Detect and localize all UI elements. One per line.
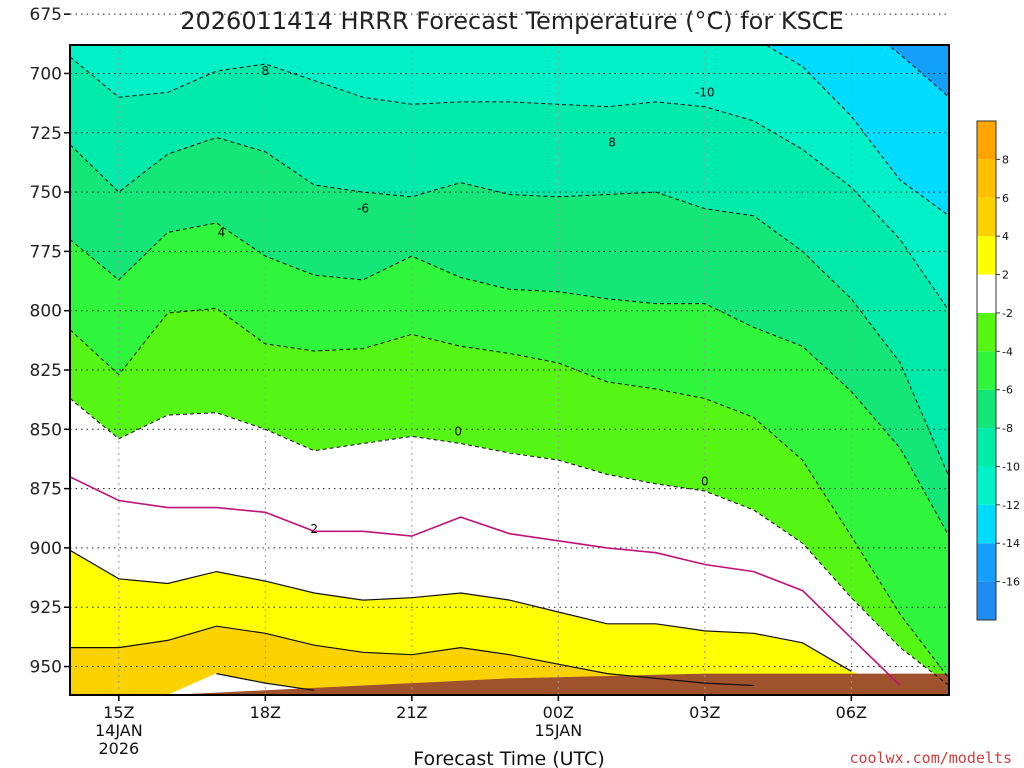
- contour-label-0: 8: [262, 64, 270, 78]
- contour-label-7: 2: [310, 522, 318, 536]
- contour-label-1: -10: [695, 85, 715, 99]
- colorbar-label--2: -2: [1002, 307, 1013, 320]
- colorbar-label-4: 4: [1002, 230, 1009, 243]
- colorbar-segment-5: [977, 389, 996, 429]
- temperature-fill-regions: [70, 45, 949, 695]
- contour-labels: 8 -10 8 -6 4 0 0 2: [218, 64, 715, 536]
- colorbar-label--8: -8: [1002, 422, 1013, 435]
- contour-label-4: 4: [218, 225, 226, 239]
- y-tick-label-750: 750: [30, 183, 62, 203]
- chart-title: 2026011414 HRRR Forecast Temperature (°C…: [180, 7, 844, 35]
- colorbar-label-2: 2: [1002, 269, 1009, 282]
- x-tick-label-21Z: 21Z: [396, 703, 427, 722]
- contour-label-2: 8: [608, 135, 616, 149]
- y-tick-label-850: 850: [30, 420, 62, 440]
- isotherm-0: [70, 476, 901, 687]
- y-tick-label-925: 925: [30, 598, 62, 618]
- isotherm-2: [70, 549, 852, 672]
- x-axis-label: Forecast Time (UTC): [413, 748, 604, 768]
- colorbar-segment-3: [977, 466, 996, 505]
- isotherm--4: [70, 307, 949, 679]
- isotherm--8: [70, 136, 949, 477]
- x-tick-label-18Z: 18Z: [250, 703, 281, 722]
- isotherm--6: [70, 222, 949, 537]
- colorbar-segment-8: [977, 274, 996, 313]
- temperature-band--14_-12: [765, 45, 949, 217]
- colorbar-label-6: 6: [1002, 192, 1009, 205]
- isotherm--14: [887, 45, 949, 98]
- y-axis-ticks: 675 700 725 750 775 800 825 850 875 900 925 950: [30, 5, 70, 678]
- isotherm-lines: [70, 0, 949, 691]
- y-tick-label-775: 775: [30, 242, 62, 262]
- isotherm--16: [900, 0, 949, 14]
- y-tick-label-725: 725: [30, 124, 62, 144]
- y-tick-label-825: 825: [30, 361, 62, 381]
- y-tick-label-900: 900: [30, 539, 62, 559]
- y-tick-label-800: 800: [30, 302, 62, 322]
- x-tick-sublabel-15JAN: 15JAN: [534, 721, 582, 740]
- contour-label-3: -6: [357, 202, 369, 216]
- colorbar-segment-2: [977, 504, 996, 544]
- colorbar-segment-9: [977, 236, 996, 275]
- terrain-area: [70, 673, 949, 695]
- isotherm--2: [70, 398, 949, 686]
- colorbar-segment-11: [977, 159, 996, 198]
- colorbar-segment-10: [977, 197, 996, 237]
- colorbar: -16 -14 -12 -10 -8 -6 -4 -2 2 4 6 8: [976, 120, 1020, 621]
- y-tick-label-675: 675: [30, 5, 62, 25]
- x-tick-label-00Z: 00Z: [543, 703, 574, 722]
- colorbar-segment-12: [977, 121, 996, 160]
- isotherm--10: [70, 56, 949, 311]
- contour-label-5: 0: [454, 425, 462, 439]
- colorbar-segment-6: [977, 351, 996, 390]
- x-tick-label-15Z: 15Z: [103, 703, 134, 722]
- colorbar-label-8: 8: [1002, 153, 1009, 166]
- colorbar-segment-1: [977, 543, 996, 582]
- y-tick-label-875: 875: [30, 480, 62, 500]
- colorbar-segment-0: [977, 581, 996, 620]
- colorbar-label--12: -12: [1002, 499, 1020, 512]
- colorbar-segment-7: [977, 312, 996, 352]
- y-tick-label-950: 950: [30, 658, 62, 678]
- x-tick-sublabel-14JAN: 14JAN: [95, 721, 143, 740]
- x-tick-label-06Z: 06Z: [836, 703, 867, 722]
- x-tick-label-03Z: 03Z: [689, 703, 720, 722]
- colorbar-label--10: -10: [1002, 460, 1020, 473]
- colorbar-frame: [976, 120, 997, 621]
- contour-label-6: 0: [701, 474, 709, 488]
- temperature-band--16_-14: [887, 45, 949, 98]
- x-tick-sublabel-2026: 2026: [98, 739, 139, 758]
- colorbar-label--14: -14: [1002, 537, 1020, 550]
- colorbar-label--16: -16: [1002, 576, 1020, 589]
- isotherm-6: [216, 673, 315, 691]
- colorbar-label--4: -4: [1002, 345, 1013, 358]
- credit-link[interactable]: coolwx.com/modelts: [849, 749, 1012, 767]
- colorbar-label--6: -6: [1002, 384, 1013, 397]
- isotherm-4: [70, 625, 754, 687]
- y-tick-label-700: 700: [30, 64, 62, 84]
- terrain-layer: [70, 673, 949, 695]
- colorbar-segment-4: [977, 428, 996, 467]
